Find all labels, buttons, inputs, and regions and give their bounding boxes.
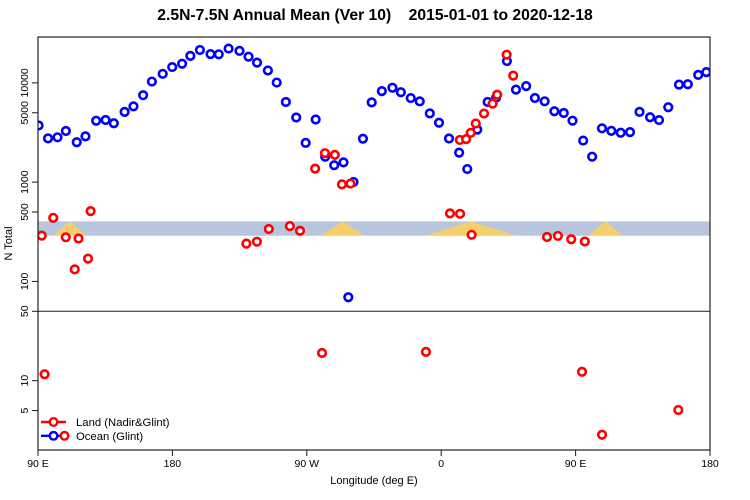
svg-text:10: 10 bbox=[19, 375, 31, 387]
svg-text:5000: 5000 bbox=[19, 101, 31, 125]
svg-text:90 E: 90 E bbox=[565, 458, 587, 470]
svg-text:Land (Nadir&Glint): Land (Nadir&Glint) bbox=[76, 417, 170, 429]
svg-text:10000: 10000 bbox=[19, 68, 31, 97]
svg-text:N Total: N Total bbox=[3, 226, 15, 260]
svg-text:180: 180 bbox=[701, 458, 719, 470]
svg-text:2.5N-7.5N Annual Mean (Ver 10): 2.5N-7.5N Annual Mean (Ver 10) 2015-01-0… bbox=[157, 7, 593, 24]
svg-text:0: 0 bbox=[438, 458, 444, 470]
svg-text:50: 50 bbox=[19, 305, 31, 317]
svg-text:100: 100 bbox=[19, 272, 31, 290]
svg-text:180: 180 bbox=[164, 458, 182, 470]
svg-text:1000: 1000 bbox=[19, 170, 31, 194]
svg-text:Ocean (Glint): Ocean (Glint) bbox=[76, 431, 143, 443]
svg-text:Longitude (deg E): Longitude (deg E) bbox=[330, 475, 417, 487]
svg-text:500: 500 bbox=[19, 203, 31, 221]
svg-text:5: 5 bbox=[19, 407, 31, 413]
svg-text:90 E: 90 E bbox=[27, 458, 49, 470]
svg-text:90 W: 90 W bbox=[295, 458, 320, 470]
